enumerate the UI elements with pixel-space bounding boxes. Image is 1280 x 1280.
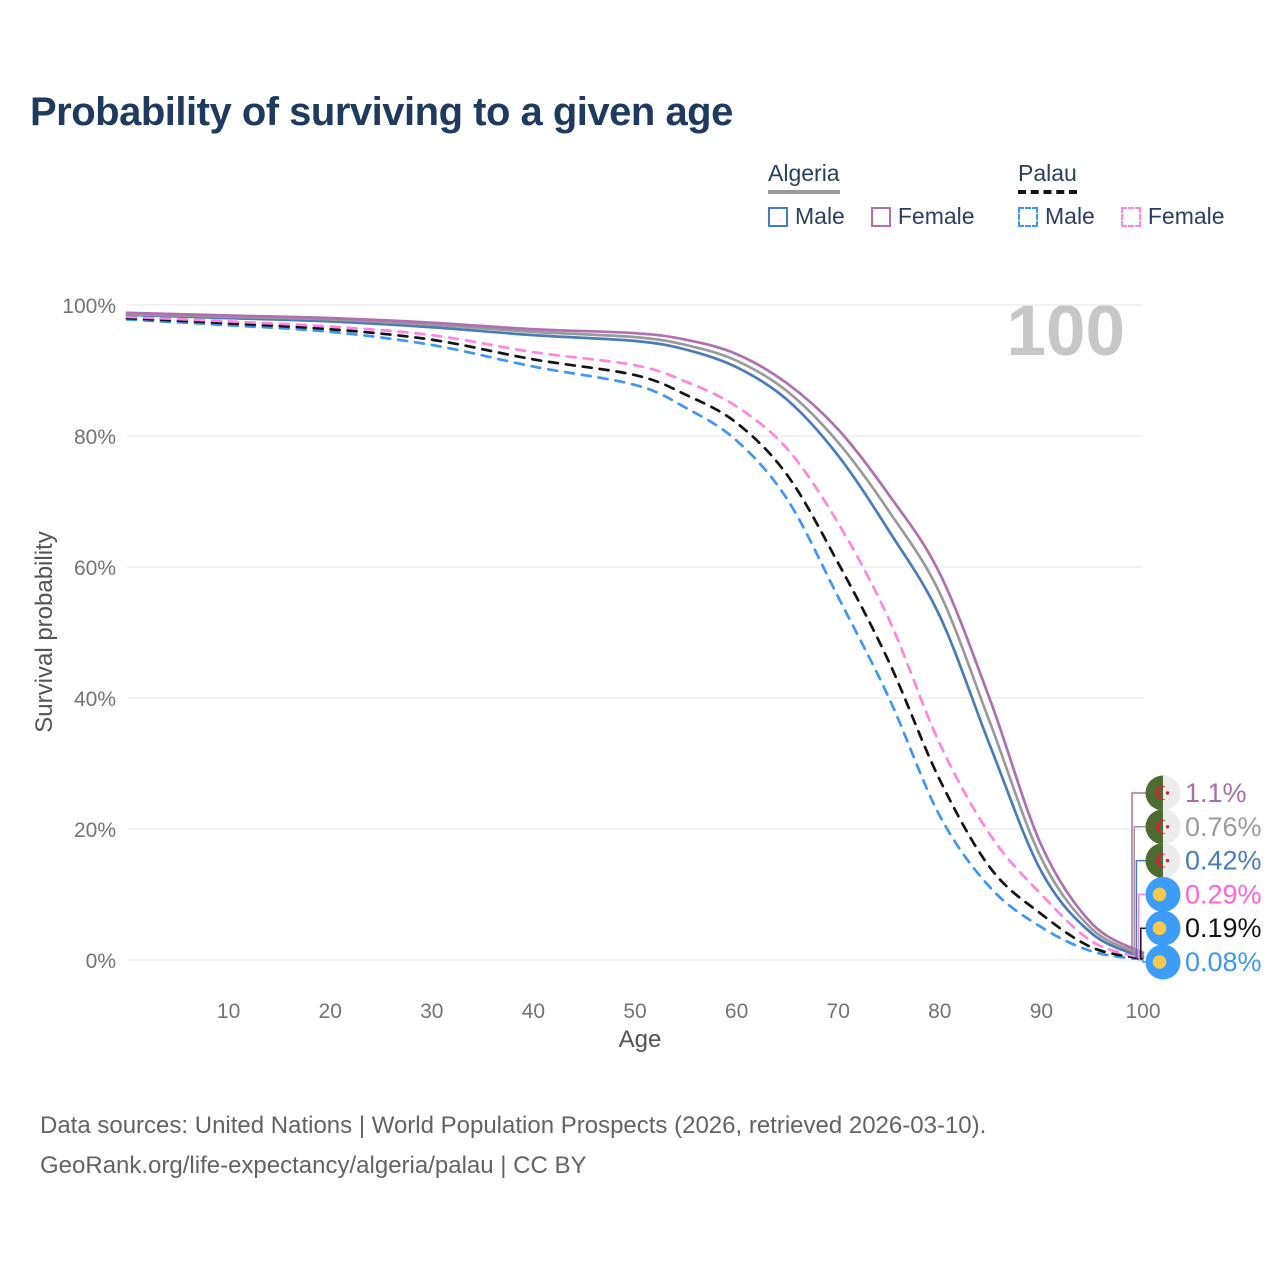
legend-label: Male	[1045, 203, 1095, 229]
y-tick-80: 80%	[74, 426, 116, 449]
leader-line-algeria-female	[1131, 792, 1146, 954]
x-tick-20: 20	[319, 1000, 342, 1023]
x-tick-70: 70	[827, 1000, 850, 1023]
footer-link: GeoRank.org/life-expectancy/algeria/pala…	[40, 1152, 587, 1179]
legend-group-title-algeria[interactable]: Algeria	[768, 160, 840, 194]
y-tick-20: 20%	[74, 819, 116, 842]
legend-swatch-palau-female	[1120, 206, 1141, 227]
flag-icon-palau	[1145, 876, 1181, 912]
series-algeria-both[interactable]	[125, 312, 1145, 957]
legend-item-palau-female[interactable]: Female	[1120, 203, 1225, 230]
x-axis-title: Age	[618, 1026, 662, 1053]
series-algeria-male[interactable]	[125, 313, 1145, 959]
y-tick-100: 100%	[62, 295, 116, 318]
flag-icon-palau	[1145, 910, 1181, 946]
legend-label: Female	[897, 203, 975, 229]
flag-icon-palau	[1145, 944, 1181, 980]
end-label-algeria-both: 0.76%	[1185, 812, 1262, 842]
age-watermark: 100	[1006, 292, 1125, 371]
x-tick-100: 100	[1125, 1000, 1160, 1023]
x-tick-10: 10	[217, 1000, 240, 1023]
y-axis-title: Survival probability	[31, 531, 58, 733]
end-label-palau-both: 0.19%	[1185, 913, 1262, 943]
legend-item-algeria-female[interactable]: Female	[870, 203, 975, 230]
series-palau-male[interactable]	[125, 318, 1145, 961]
leader-line-algeria-male	[1135, 859, 1146, 958]
legend-swatch-algeria-female	[870, 206, 891, 227]
legend-label: Male	[795, 203, 845, 229]
y-tick-0: 0%	[86, 950, 116, 973]
end-label-palau-female: 0.29%	[1185, 879, 1262, 909]
end-label-algeria-male: 0.42%	[1185, 846, 1262, 876]
legend-group-algeria: Algeria Male Female	[768, 160, 975, 230]
x-tick-40: 40	[522, 1000, 545, 1023]
y-tick-60: 60%	[74, 557, 116, 580]
legend-item-algeria-male[interactable]: Male	[768, 203, 845, 230]
series-palau-both[interactable]	[125, 316, 1145, 961]
x-tick-90: 90	[1030, 1000, 1053, 1023]
y-tick-40: 40%	[74, 688, 116, 711]
end-label-palau-male: 0.08%	[1185, 947, 1262, 977]
page-title: Probability of surviving to a given age	[30, 90, 733, 134]
legend-group-title-palau[interactable]: Palau	[1018, 160, 1077, 194]
legend-swatch-algeria-male	[768, 206, 788, 227]
x-tick-50: 50	[623, 1000, 646, 1023]
x-tick-30: 30	[420, 1000, 443, 1023]
flag-icon-algeria	[1145, 809, 1181, 845]
footer-sources: Data sources: United Nations | World Pop…	[40, 1112, 987, 1139]
survival-chart: 0% 20% 40% 60% 80% 100% 10 20 30 40 50 60 70 80 90 100 1…	[62, 295, 1262, 1023]
series-palau-female[interactable]	[125, 315, 1145, 960]
end-label-algeria-female: 1.1%	[1185, 778, 1247, 808]
legend-item-palau-male[interactable]: Male	[1018, 203, 1095, 230]
series-algeria-female[interactable]	[125, 311, 1145, 955]
leader-line-palau-male	[1142, 959, 1146, 963]
legend-group-palau: Palau Male Female	[1018, 160, 1225, 230]
legend-label: Female	[1147, 203, 1225, 229]
x-tick-80: 80	[928, 1000, 951, 1023]
x-tick-60: 60	[725, 1000, 748, 1023]
flag-icon-algeria	[1145, 775, 1181, 811]
leader-line-palau-both	[1140, 927, 1146, 960]
leader-line-palau-female	[1137, 893, 1146, 959]
legend-swatch-palau-male	[1018, 206, 1038, 227]
footer: Data sources: United Nations | World Pop…	[40, 1106, 986, 1186]
flag-icon-algeria	[1145, 843, 1181, 879]
